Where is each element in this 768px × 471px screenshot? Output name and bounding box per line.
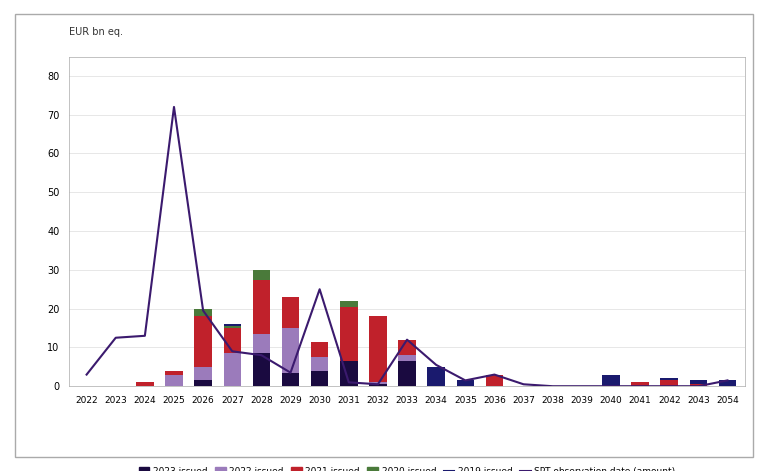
Bar	[660, 379, 678, 381]
Bar	[602, 374, 620, 386]
Bar	[311, 371, 329, 386]
Bar	[194, 309, 212, 317]
Bar	[223, 353, 241, 386]
Bar	[399, 340, 415, 355]
Bar	[136, 382, 154, 386]
Bar	[282, 373, 300, 386]
Bar	[369, 317, 386, 382]
Bar	[719, 381, 737, 386]
Bar	[253, 334, 270, 353]
Bar	[194, 381, 212, 386]
Bar	[340, 307, 358, 361]
Bar	[253, 270, 270, 280]
Bar	[485, 374, 503, 386]
Bar	[369, 382, 386, 384]
Bar	[253, 280, 270, 334]
Bar	[399, 355, 415, 361]
Bar	[311, 357, 329, 371]
Bar	[631, 382, 649, 386]
Bar	[223, 328, 241, 353]
Bar	[660, 381, 678, 386]
Legend: 2023 issued, 2022 issued, 2021 issued, 2020 issued, 2019 issued, SPT observation: 2023 issued, 2022 issued, 2021 issued, 2…	[135, 463, 679, 471]
Bar	[282, 297, 300, 328]
Bar	[194, 367, 212, 381]
Bar	[223, 324, 241, 326]
Bar	[253, 353, 270, 386]
Bar	[369, 384, 386, 386]
Bar	[690, 381, 707, 384]
Bar	[165, 371, 183, 374]
Bar	[165, 374, 183, 386]
Text: EUR bn eq.: EUR bn eq.	[69, 27, 123, 37]
Bar	[340, 301, 358, 307]
Bar	[282, 328, 300, 373]
Bar	[456, 381, 474, 386]
Bar	[690, 384, 707, 386]
Bar	[311, 341, 329, 357]
Bar	[340, 361, 358, 386]
Bar	[428, 367, 445, 386]
Bar	[399, 361, 415, 386]
Bar	[194, 317, 212, 367]
Bar	[223, 326, 241, 328]
